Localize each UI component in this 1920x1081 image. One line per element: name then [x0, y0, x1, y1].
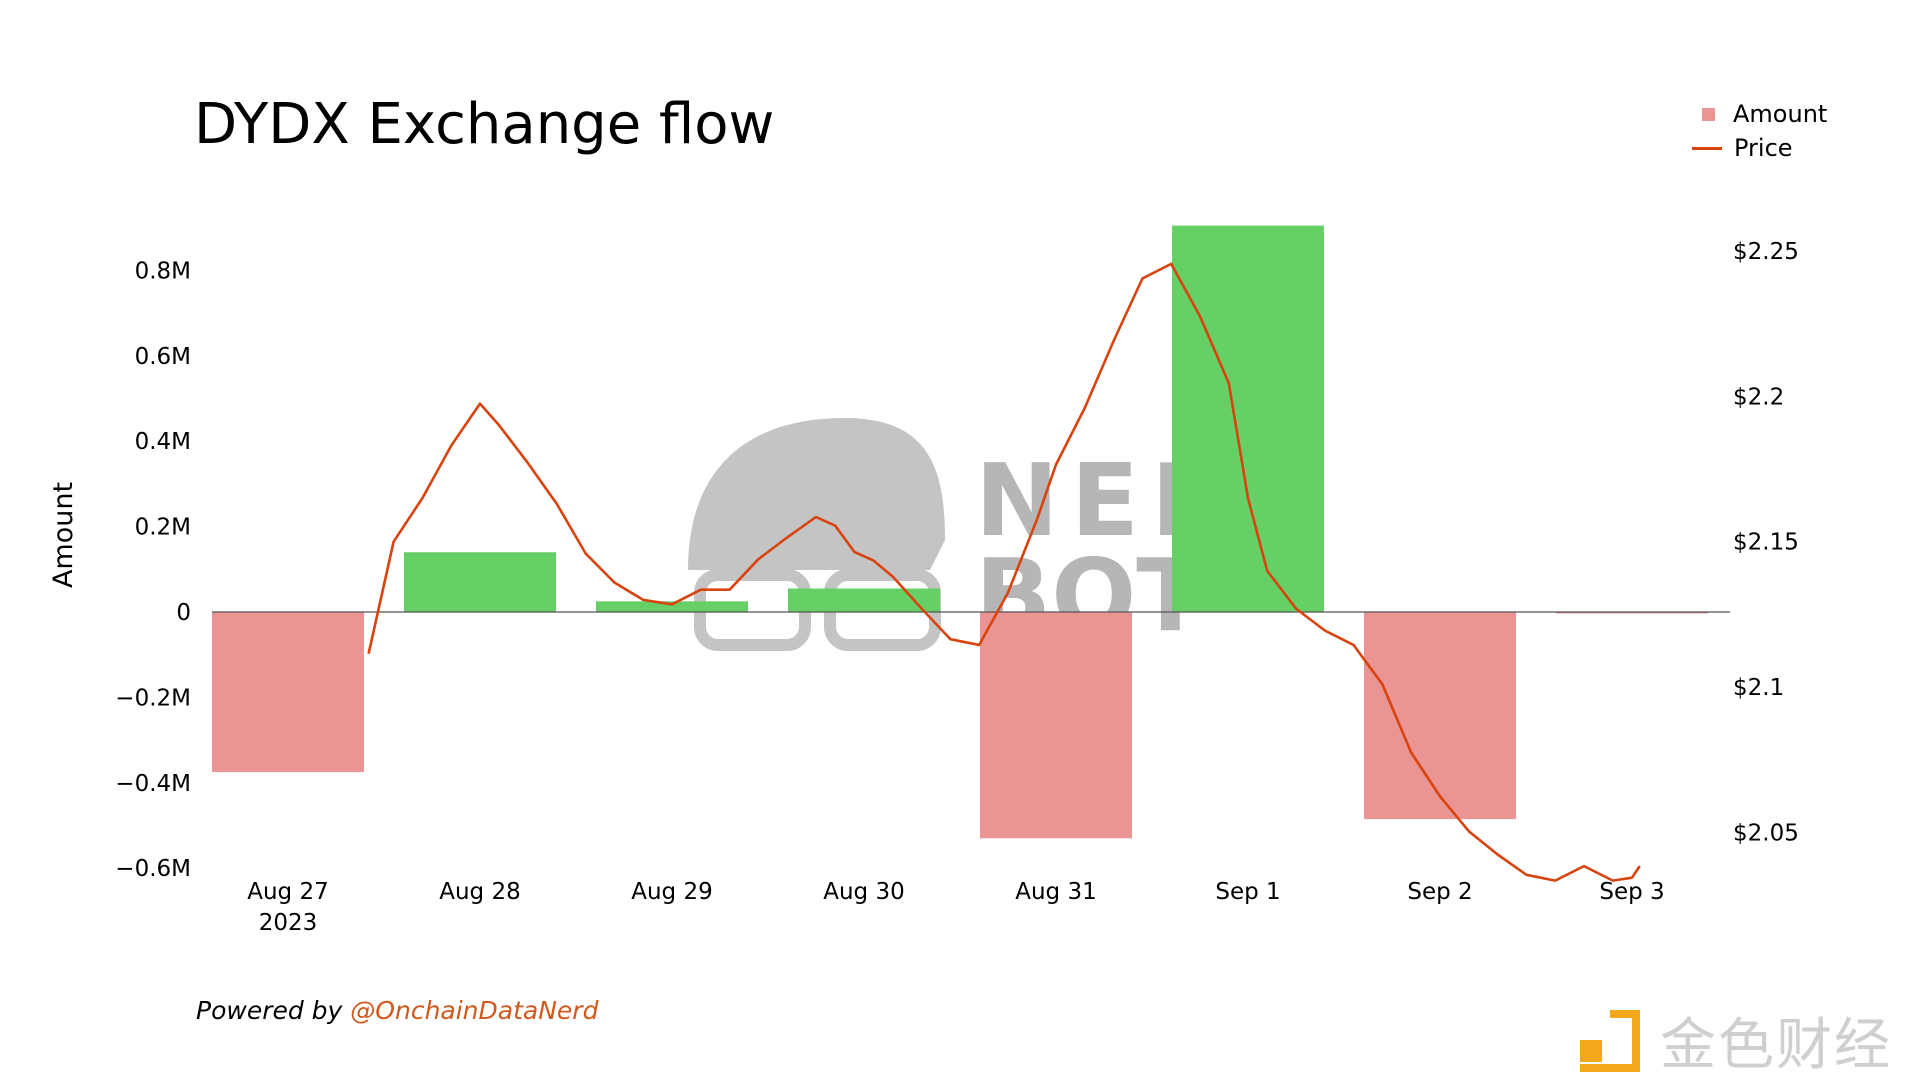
y-tick-label: 0.4M: [135, 429, 191, 455]
nerdbot-mascot-head-icon: [688, 418, 945, 570]
legend-amount-swatch: [1702, 107, 1715, 121]
jinse-brand-watermark: 金色财经: [1576, 1000, 1892, 1081]
y2-tick-label: $2.05: [1733, 821, 1799, 847]
x-tick-label: Aug 27: [247, 879, 329, 905]
bar-aug-28: [404, 552, 556, 612]
bar-aug-30: [788, 588, 940, 612]
powered-by-prefix: Powered by: [196, 996, 351, 1025]
bar-sep-3: [1556, 612, 1708, 614]
x-tick-label: Aug 28: [439, 879, 521, 905]
jinse-logo-icon: [1576, 1005, 1646, 1076]
y-tick-label: 0: [176, 600, 191, 626]
legend-amount-label: Amount: [1733, 100, 1828, 128]
y2-tick-label: $2.2: [1733, 384, 1784, 410]
y-tick-label: −0.6M: [115, 856, 191, 882]
x-year-label: 2023: [259, 910, 318, 936]
jinse-brand-text: 金色财经: [1660, 1013, 1892, 1078]
x-tick-label: Aug 31: [1015, 879, 1097, 905]
powered-by-handle: @OnchainDataNerd: [350, 996, 599, 1025]
legend-price-swatch: [1692, 146, 1722, 150]
y-tick-label: −0.4M: [115, 771, 191, 797]
bar-aug-29: [596, 601, 748, 612]
left-axis-ticks: 0.8M 0.6M 0.4M 0.2M 0 −0.2M −0.4M −0.6M: [115, 258, 191, 882]
y-axis-label: Amount: [48, 482, 79, 588]
x-tick-label: Sep 1: [1215, 879, 1280, 905]
bar-sep-2: [1364, 612, 1516, 820]
bar-sep-1: [1172, 225, 1324, 612]
powered-by-credit: Powered by @OnchainDataNerd: [196, 996, 598, 1025]
right-axis-ticks: $2.25 $2.2 $2.15 $2.1 $2.05: [1733, 239, 1799, 847]
nerdbot-watermark: NERD BOT: [688, 418, 1323, 654]
bar-aug-27: [212, 612, 364, 773]
y-tick-label: 0.8M: [135, 258, 191, 284]
price-line: [367, 262, 1641, 882]
y2-tick-label: $2.1: [1733, 675, 1784, 701]
x-tick-label: Aug 30: [823, 879, 905, 905]
legend-price-label: Price: [1734, 134, 1793, 162]
y2-tick-label: $2.15: [1733, 530, 1799, 556]
y-tick-label: 0.6M: [135, 344, 191, 370]
legend-item-price: Price: [1692, 131, 1827, 165]
x-tick-label: Aug 29: [631, 879, 713, 905]
y-tick-label: 0.2M: [135, 515, 191, 541]
x-tick-label: Sep 3: [1599, 879, 1664, 905]
legend-item-amount: Amount: [1692, 97, 1827, 131]
bars-layer: [212, 225, 1708, 839]
x-axis-ticks: Aug 27 Aug 28 Aug 29 Aug 30 Aug 31 Sep 1 Sep 2…: [247, 879, 1664, 936]
price-line-layer: [367, 262, 1641, 882]
chart-title: DYDX Exchange flow: [194, 92, 775, 157]
y-tick-label: −0.2M: [115, 685, 191, 711]
bar-aug-31: [980, 612, 1132, 839]
legend: Amount Price: [1692, 97, 1827, 165]
y2-tick-label: $2.25: [1733, 239, 1799, 265]
x-tick-label: Sep 2: [1407, 879, 1472, 905]
